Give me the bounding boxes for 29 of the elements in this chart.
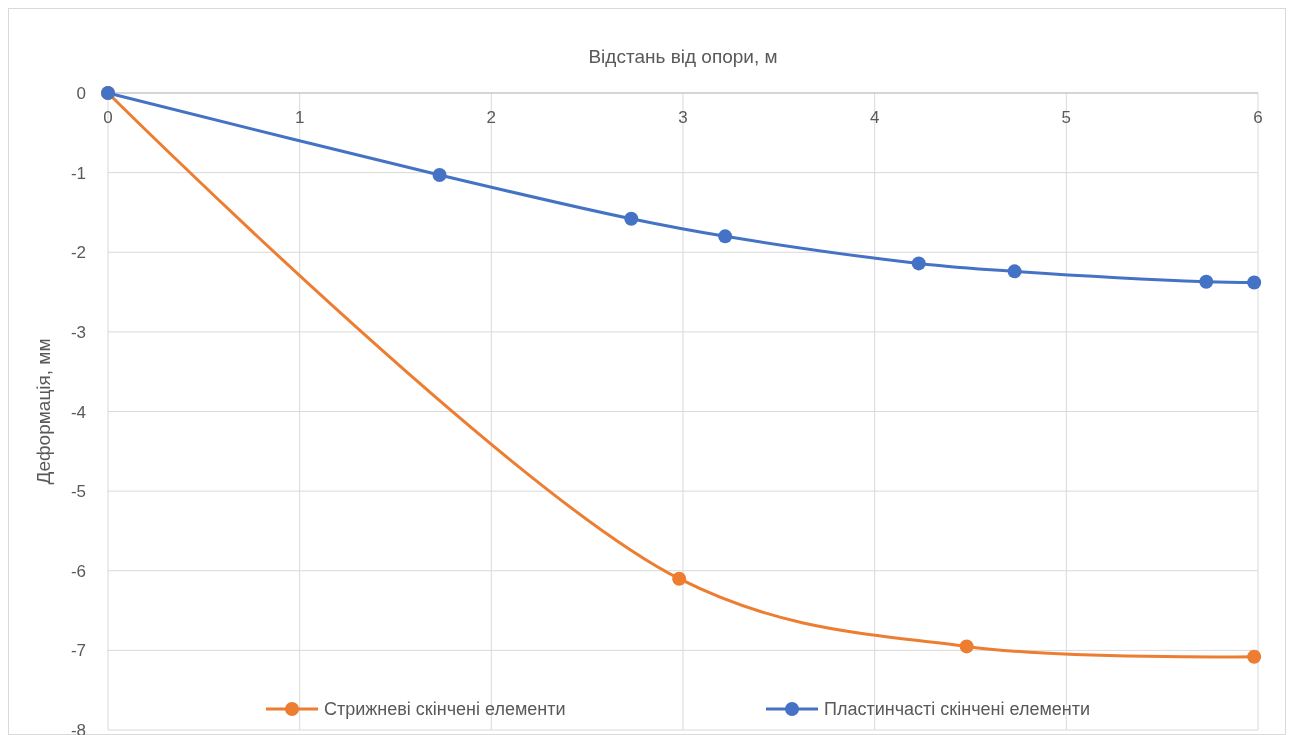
legend-label: Стрижневі скінчені елементи xyxy=(324,699,566,719)
y-tick-label: -6 xyxy=(70,561,86,581)
x-tick-label: 4 xyxy=(869,108,880,127)
y-tick-label: -7 xyxy=(70,641,86,661)
y-tick-label: -1 xyxy=(70,163,86,183)
y-tick-label: 0 xyxy=(76,84,86,103)
x-tick-label: 6 xyxy=(1253,108,1263,127)
point xyxy=(1007,264,1022,279)
point xyxy=(624,211,639,226)
x-tick-label: 3 xyxy=(678,108,688,127)
x-tick-label: 5 xyxy=(1061,108,1072,127)
point xyxy=(1247,275,1262,290)
point xyxy=(911,256,926,271)
y-axis-title: Деформація, мм xyxy=(33,338,54,485)
x-tick-label: 1 xyxy=(294,108,305,127)
point xyxy=(718,229,733,244)
point xyxy=(959,639,974,654)
point xyxy=(432,168,447,183)
point xyxy=(1199,274,1214,289)
y-tick-label: -3 xyxy=(70,322,86,342)
legend-label: Пластинчасті скінчені елементи xyxy=(824,699,1091,719)
point xyxy=(1247,649,1262,664)
y-tick-label: -5 xyxy=(70,482,86,502)
x-axis-title: Відстань від опори, м xyxy=(588,46,778,67)
x-tick-label: 2 xyxy=(486,108,497,127)
point xyxy=(672,571,687,586)
x-tick-label: 0 xyxy=(103,108,113,127)
y-tick-label: -4 xyxy=(70,402,86,422)
y-tick-label: -2 xyxy=(70,243,86,263)
